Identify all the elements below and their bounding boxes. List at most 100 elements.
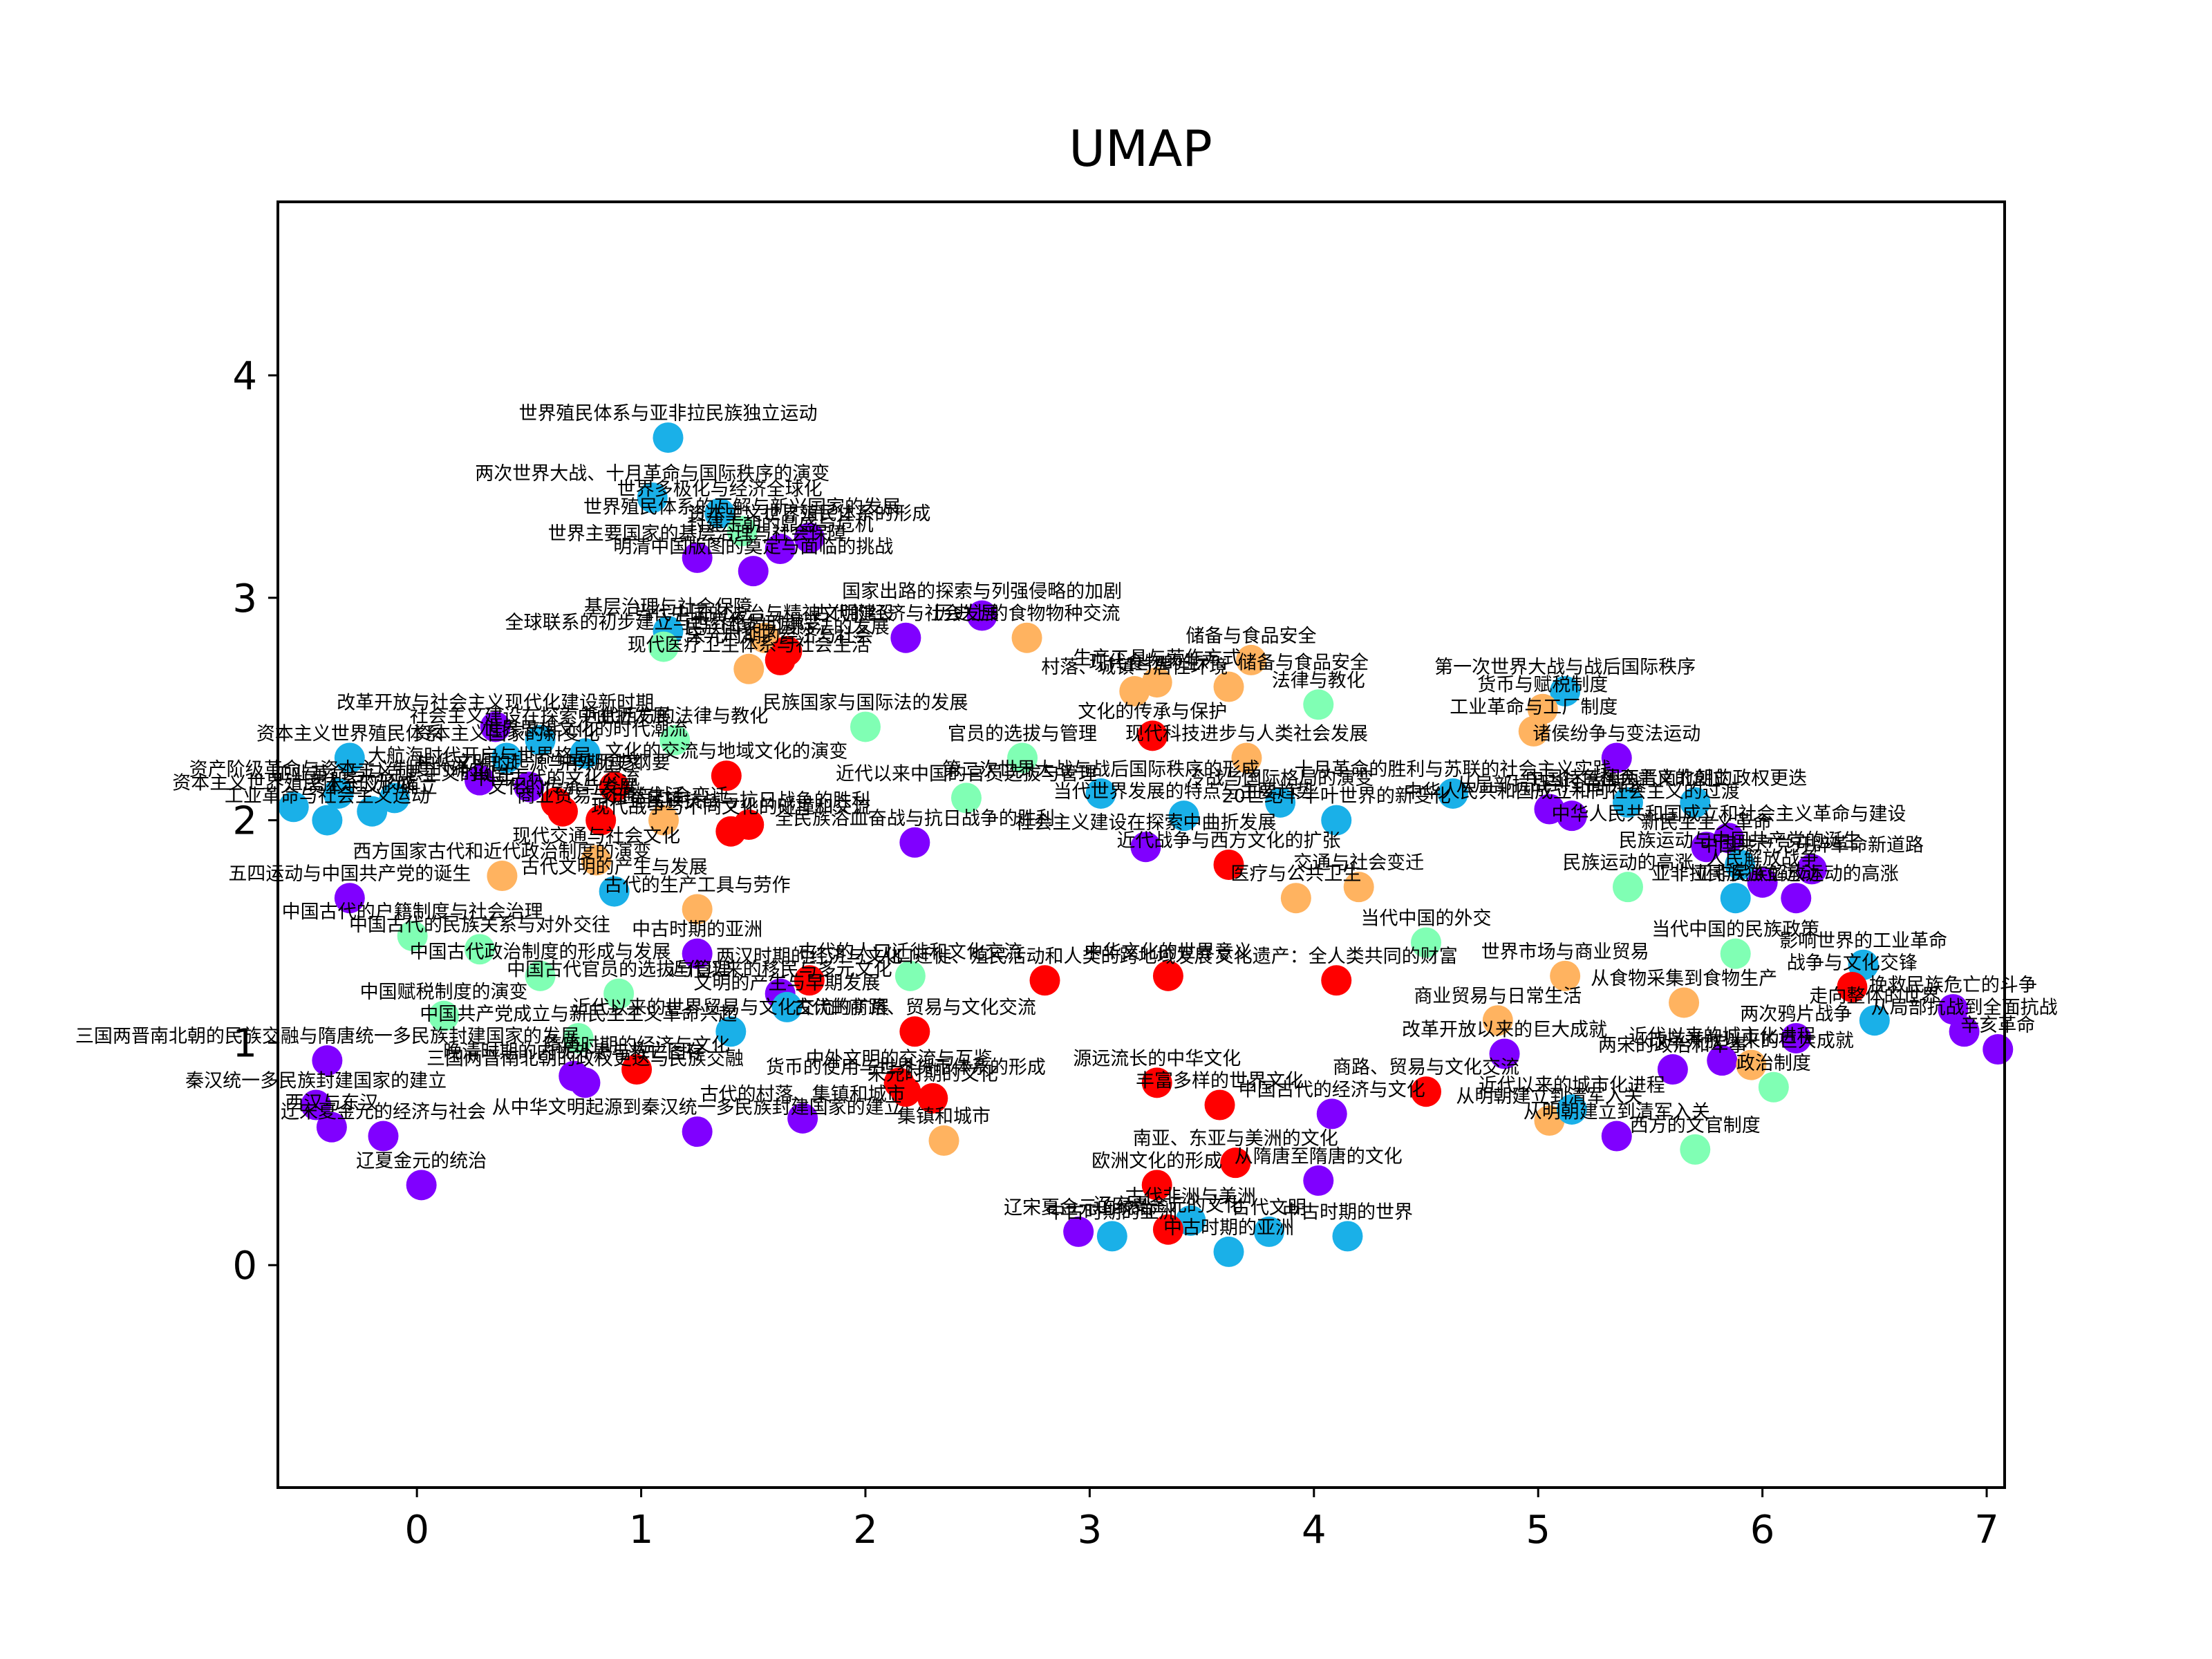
point-label: 政治制度 [1736, 1053, 1811, 1074]
scatter-point [312, 805, 343, 836]
point-label: 社会主义建设在探索中曲折发展 [1015, 812, 1276, 834]
scatter-point [316, 1112, 347, 1143]
scatter-point [406, 1170, 437, 1201]
scatter-point [1949, 1016, 1980, 1047]
point-label: 中国共产党开辟革命新道路 [1700, 834, 1924, 856]
scatter-point [1437, 778, 1468, 809]
point-label: 村落、城镇与居住环境 [1041, 657, 1228, 678]
point-label: 商路、贸易与文化交流 [1333, 1057, 1519, 1078]
scatter-point [1332, 1221, 1363, 1252]
x-tick-label: 6 [1750, 1508, 1775, 1553]
point-label: 西汉与东汉 [285, 1093, 378, 1114]
point-label: 民族运动的高涨 [1562, 852, 1693, 874]
scatter-point [648, 805, 679, 836]
scatter-point [637, 482, 668, 513]
scatter-point [1411, 1076, 1442, 1107]
point-label: 货币与赋税制度 [1477, 675, 1608, 696]
point-label: 中华文化的世界意义 [1084, 941, 1252, 963]
scatter-point [850, 711, 881, 742]
point-label: 影响世界的工业革命 [1779, 930, 1947, 952]
point-label: 历史上的食物物种交流 [934, 603, 1121, 625]
point-label: 宋元时期的经济与社会 [687, 626, 874, 647]
scatter-point [357, 796, 388, 827]
point-label: 第二次世界大战与战后国际秩序的形成 [942, 759, 1259, 780]
scatter-point [1781, 883, 1812, 914]
point-label: 文化的传承与保护 [1078, 701, 1227, 722]
scatter-point [1343, 872, 1374, 903]
point-label: 中国共产党成立与新民主主义革命兴起 [420, 1004, 737, 1025]
point-label: 资本主义世界殖民体系的形成 [172, 772, 415, 794]
scatter-point [429, 1000, 460, 1031]
labels-layer: 世界殖民体系与亚非拉民族独立运动两次世界大战、十月革命与国际秩序的演变世界多极化… [75, 403, 2058, 1239]
scatter-point [1141, 1067, 1172, 1098]
scatter-point [1747, 867, 1778, 898]
scatter-point [1601, 1121, 1632, 1152]
scatter-point [787, 1103, 818, 1134]
scatter-point [1758, 1071, 1789, 1103]
scatter-point [301, 1089, 332, 1121]
scatter-point [682, 1116, 713, 1147]
point-label: 中国古代的文化交流 [472, 768, 640, 789]
point-label: 辽宋夏金元的统治 [1004, 1197, 1153, 1219]
point-label: 亚非民族解放运动的高涨 [1694, 863, 1899, 885]
scatter-point [1691, 832, 1722, 863]
points-layer [278, 422, 2014, 1267]
scatter-point [464, 765, 495, 796]
point-label: 中华文明的起源与早期国家 [417, 752, 641, 774]
point-label: 全民族浴血奋战与抗日战争的胜利 [775, 808, 1055, 830]
scatter-point [704, 498, 735, 529]
scatter-point [1680, 1134, 1711, 1165]
point-label: 中国古代政治制度的形成与发展 [410, 941, 671, 963]
point-label: 生产工具与劳作方式 [1073, 648, 1241, 669]
point-label: 当代中国的民族政策 [1651, 919, 1819, 941]
scatter-point [1280, 883, 1311, 914]
scatter-point [648, 631, 679, 662]
scatter-point [368, 1121, 399, 1152]
scatter-point [659, 724, 691, 756]
point-label: 三国两晋南北朝的政权更迭与民族交融 [427, 1048, 744, 1069]
point-label: 封建王朝的鼎盛与危机 [687, 514, 874, 536]
point-label: 文化遗产：全人类共同的财富 [1215, 946, 1458, 967]
point-label: 中外历史纲要 [559, 752, 671, 774]
point-label: 世界殖民体系与亚非拉民族独立运动 [518, 403, 817, 424]
scatter-point [1797, 854, 1828, 885]
chart-title: UMAP [1069, 120, 1212, 178]
point-label: 中古时期的亚洲 [1163, 1217, 1294, 1239]
scatter-point [682, 894, 713, 925]
point-label: 辽宋夏金元的文化 [1094, 1195, 1243, 1217]
point-label: 从局部抗战到全面抗战 [1871, 997, 2058, 1018]
point-label: 当代世界发展的特点与主要趋势 [1053, 781, 1315, 803]
scatter-point [491, 742, 522, 774]
point-label: 明清中国版图的奠定与面临的挑战 [613, 536, 893, 558]
scatter-point [1680, 787, 1711, 818]
point-label: 中古时期的世界 [1282, 1201, 1413, 1223]
scatter-point [599, 771, 630, 803]
x-tick-label: 5 [1526, 1508, 1550, 1553]
point-label: 中国古代的经济与文化 [1239, 1079, 1425, 1100]
point-label: 资本主义国家的新变化 [413, 723, 600, 744]
point-label: 世界多极化与经济全球化 [617, 479, 823, 500]
scatter-point [1168, 800, 1199, 832]
scatter-point [1253, 1216, 1284, 1247]
scatter-point [890, 1076, 921, 1107]
scatter-point [1669, 987, 1700, 1018]
point-label: 文化的交流与地域文化的演变 [605, 741, 847, 762]
scatter-point [1534, 1105, 1565, 1136]
scatter-point [1550, 960, 1581, 991]
scatter-point [1720, 938, 1751, 969]
point-label: 当代中国的外交 [1361, 908, 1492, 930]
point-label: 战争与文化交锋 [1787, 953, 1918, 974]
point-label: 资本主义世界殖民体系 [256, 723, 443, 744]
point-label: 近代以来的城市化进程 [1629, 1026, 1815, 1047]
scatter-point [1321, 805, 1352, 836]
point-label: 中国赋税制度的演变 [360, 982, 528, 1003]
scatter-point [711, 760, 742, 791]
point-label: 辽宋夏金元的经济与社会 [281, 1102, 486, 1123]
point-label: 工业革命与社会主义运动 [225, 786, 430, 807]
scatter-point [890, 622, 921, 653]
scatter-point [1550, 675, 1581, 706]
point-label: 改革开放与社会主义现代化建设新时期 [337, 692, 654, 713]
point-label: 世界思想文化的时代潮流 [482, 719, 688, 740]
scatter-point [1152, 960, 1183, 991]
scatter-point [1612, 787, 1643, 818]
